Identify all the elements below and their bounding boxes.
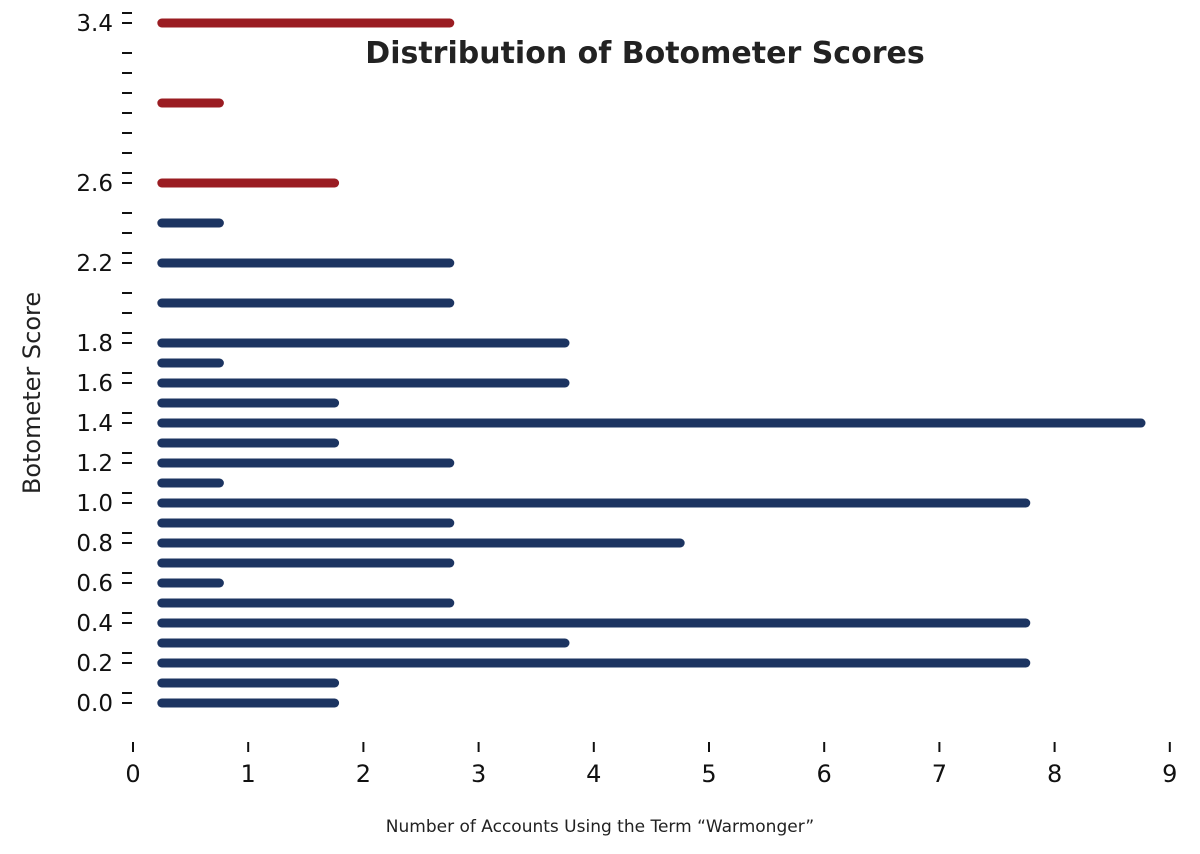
x-tick-label: 8: [1047, 760, 1062, 788]
x-tick-label: 1: [241, 760, 256, 788]
x-tick-label: 5: [701, 760, 716, 788]
x-axis: 0 1 2 3 4 5 6 7 8 9: [125, 742, 1177, 788]
y-axis-label: Botometer Score: [18, 292, 46, 494]
y-tick-label: 1.2: [76, 451, 113, 477]
x-tick-label: 3: [471, 760, 486, 788]
y-tick-label: 1.6: [76, 371, 113, 397]
x-tick-label: 4: [586, 760, 601, 788]
y-tick-label: 0.0: [76, 691, 113, 717]
y-tick-label: 2.2: [76, 251, 113, 277]
y-tick-label: 0.6: [76, 571, 113, 597]
y-tick-label: 0.8: [76, 531, 113, 557]
y-tick-label: 1.4: [76, 411, 113, 437]
bars-group: [157, 18, 1146, 708]
x-tick-label: 9: [1162, 760, 1177, 788]
y-tick-label: 2.6: [76, 171, 113, 197]
x-tick-label: 0: [125, 760, 140, 788]
y-tick-label: 3.4: [76, 11, 113, 37]
y-tick-label: 1.0: [76, 491, 113, 517]
x-tick-label: 6: [817, 760, 832, 788]
y-axis: 0.00.20.40.60.81.01.21.41.61.82.22.63.44…: [76, 11, 132, 717]
y-tick-label: 0.2: [76, 651, 113, 677]
x-tick-label: 2: [356, 760, 371, 788]
x-tick-label: 7: [932, 760, 947, 788]
y-tick-label: 1.8: [76, 331, 113, 357]
chart-title: Distribution of Botometer Scores: [365, 36, 924, 71]
x-axis-label: Number of Accounts Using the Term “Warmo…: [386, 817, 814, 837]
y-tick-label: 0.4: [76, 611, 113, 637]
